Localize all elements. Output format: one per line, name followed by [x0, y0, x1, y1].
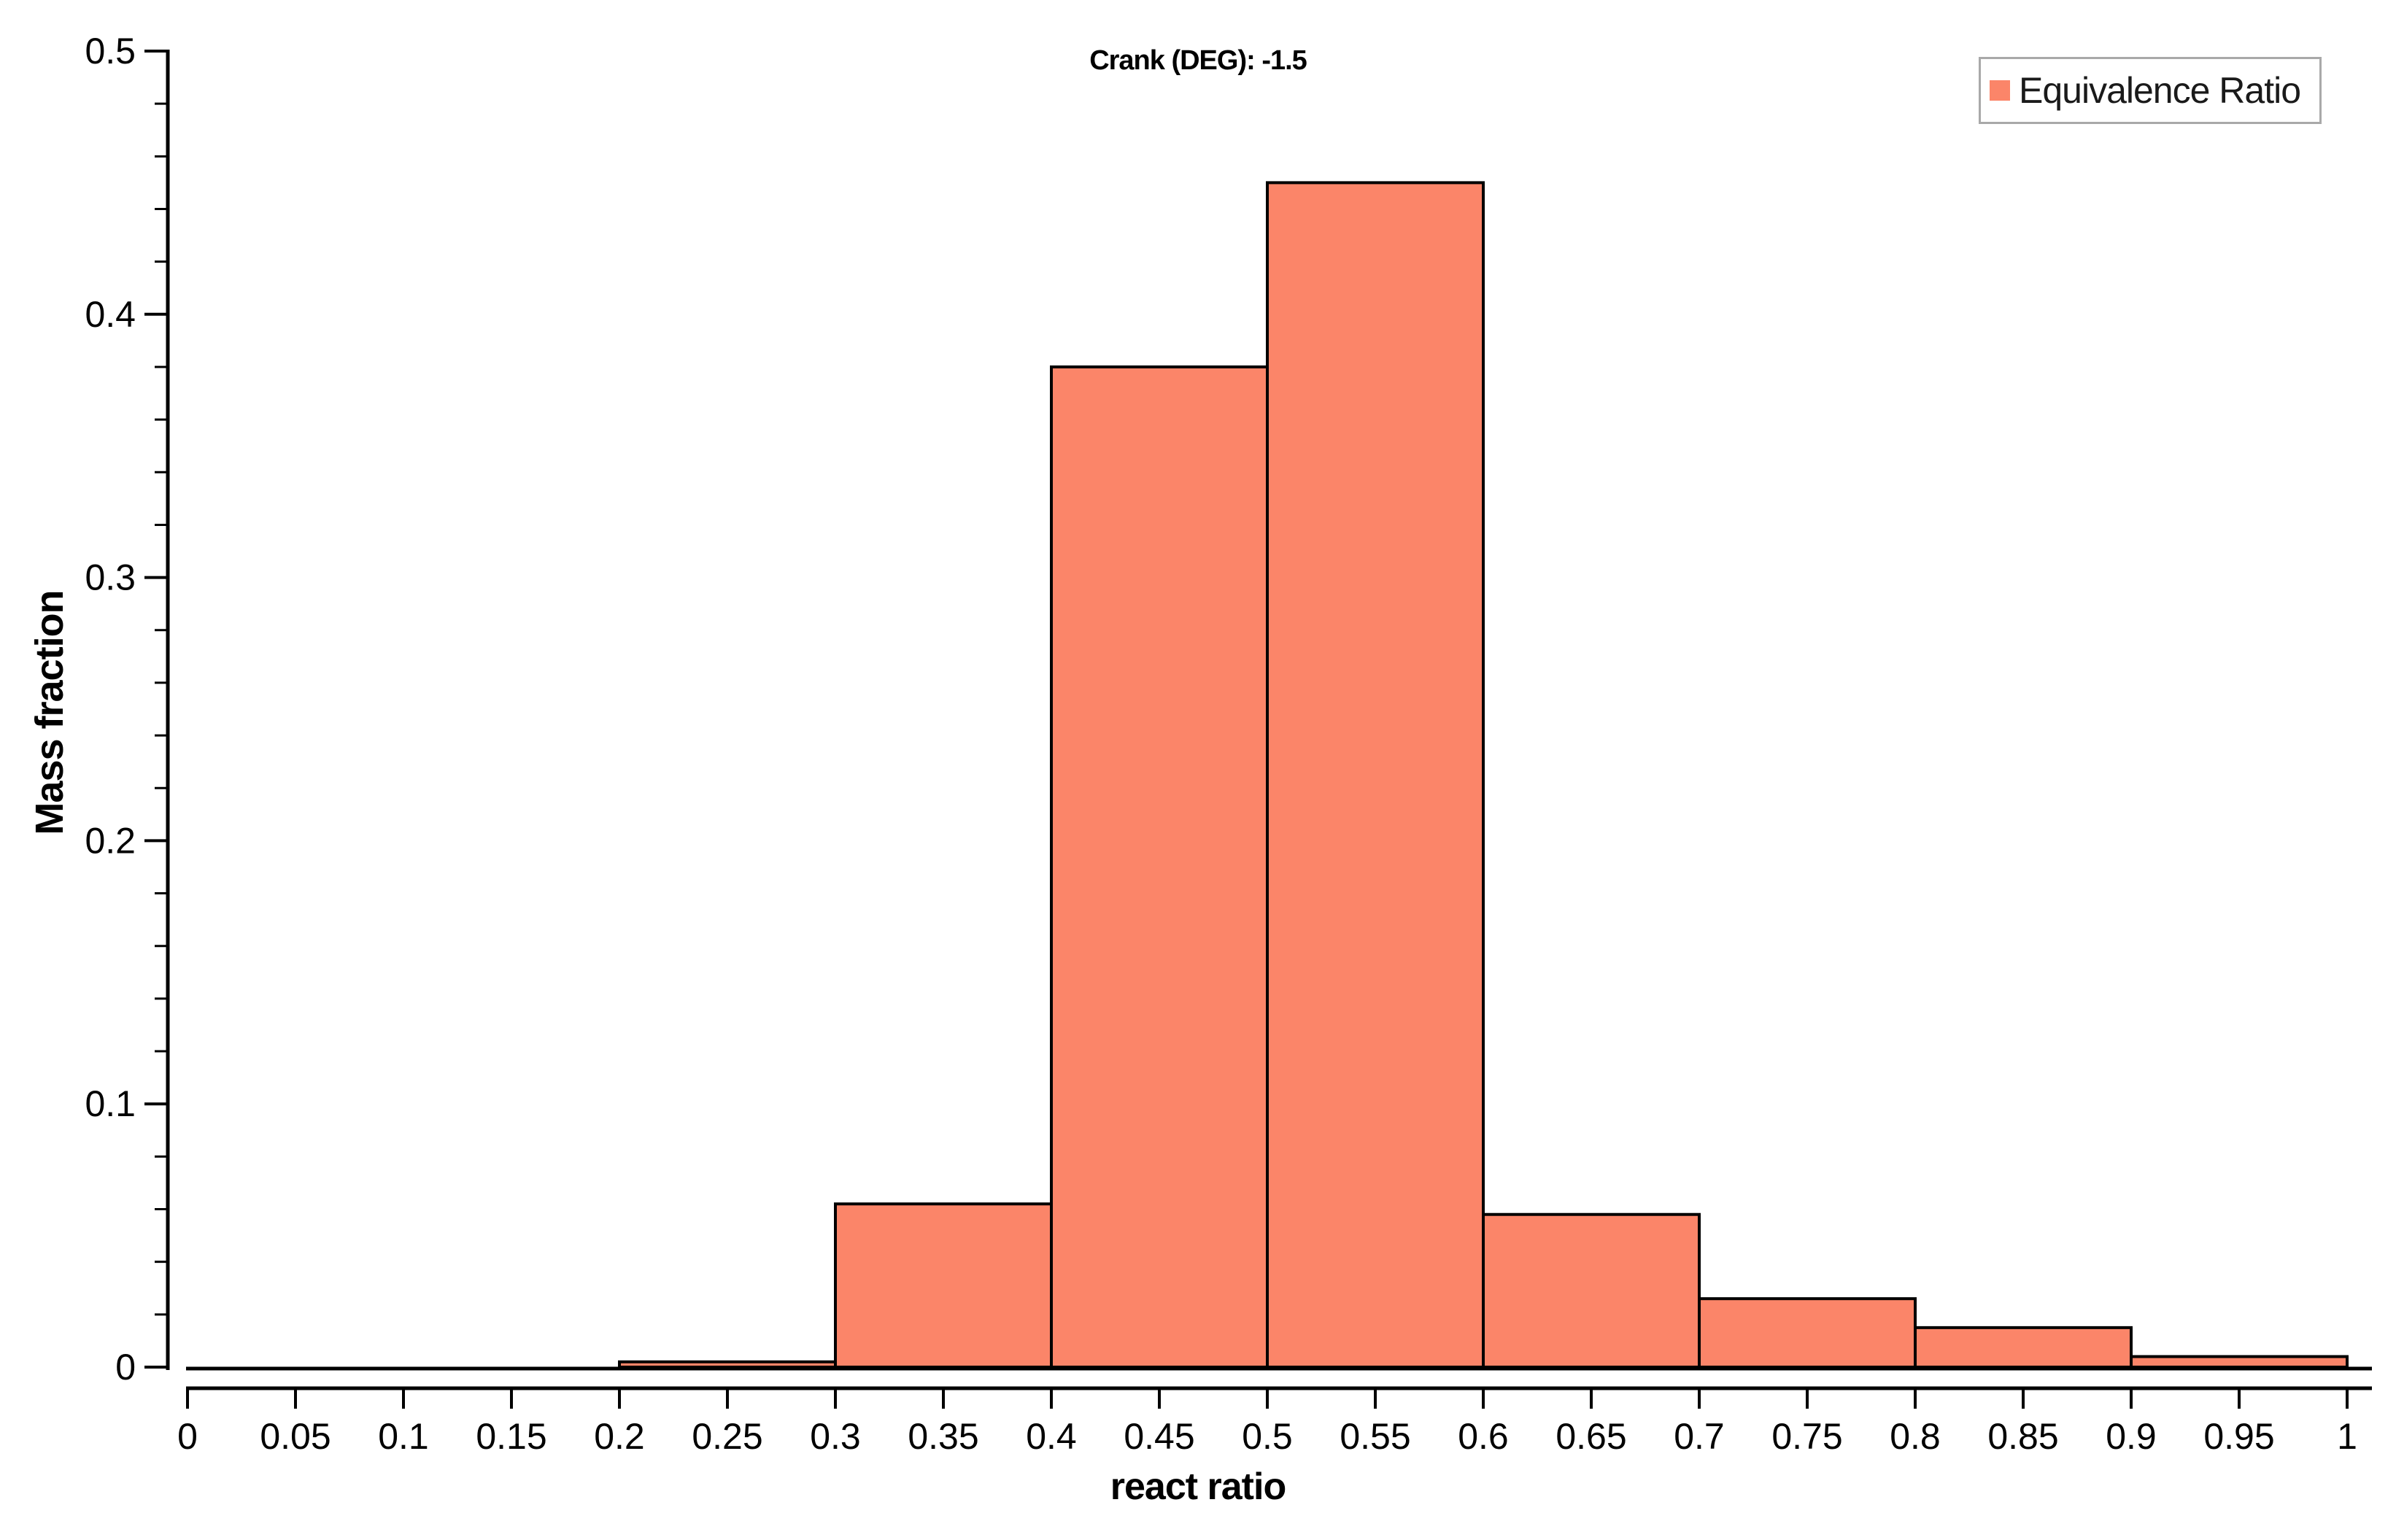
histogram-bar: [1050, 365, 1269, 1369]
x-tick-label: 0.75: [1771, 1416, 1842, 1457]
y-tick-label: 0: [115, 1347, 136, 1388]
legend: Equivalence Ratio: [1979, 57, 2322, 124]
histogram-bar: [1914, 1326, 2133, 1369]
x-tick-label: 0.4: [1026, 1416, 1077, 1457]
x-tick-label: 0.9: [2106, 1416, 2157, 1457]
x-tick-label: 0.8: [1890, 1416, 1941, 1457]
legend-label: Equivalence Ratio: [2019, 70, 2301, 111]
x-tick-label: 0: [177, 1416, 198, 1457]
histogram-bar: [1266, 181, 1485, 1369]
x-tick-label: 0.15: [476, 1416, 546, 1457]
x-tick-label: 0.1: [378, 1416, 429, 1457]
x-tick-label: 0.05: [260, 1416, 331, 1457]
x-tick-label: 0.85: [1987, 1416, 2058, 1457]
x-tick-label: 0.25: [692, 1416, 762, 1457]
x-tick-label: 0.5: [1242, 1416, 1293, 1457]
x-tick-label: 0.95: [2203, 1416, 2274, 1457]
histogram-bar: [2130, 1355, 2349, 1369]
y-tick-label: 0.1: [85, 1083, 136, 1124]
y-axis-title: Mass fraction: [28, 590, 72, 835]
histogram-bar: [1482, 1212, 1701, 1369]
x-tick-label: 0.55: [1340, 1416, 1410, 1457]
y-tick-label: 0.2: [85, 820, 136, 861]
y-tick-label: 0.5: [85, 31, 136, 71]
x-axis-title: react ratio: [1110, 1466, 1286, 1508]
x-tick-label: 0.35: [908, 1416, 978, 1457]
y-tick-label: 0.4: [85, 294, 136, 335]
histogram-bar: [834, 1202, 1053, 1369]
y-tick-label: 0.3: [85, 557, 136, 598]
x-tick-label: 0.6: [1458, 1416, 1509, 1457]
x-tick-label: 0.3: [810, 1416, 861, 1457]
x-tick-label: 1: [2337, 1416, 2357, 1457]
x-tick-label: 0.65: [1556, 1416, 1626, 1457]
chart-title: Crank (DEG): -1.5: [1089, 45, 1307, 76]
histogram-bar: [618, 1360, 837, 1369]
histogram-bar: [1698, 1297, 1917, 1369]
legend-swatch: [1990, 80, 2010, 101]
x-tick-label: 0.7: [1674, 1416, 1725, 1457]
x-tick-label: 0.2: [594, 1416, 645, 1457]
x-tick-label: 0.45: [1124, 1416, 1194, 1457]
